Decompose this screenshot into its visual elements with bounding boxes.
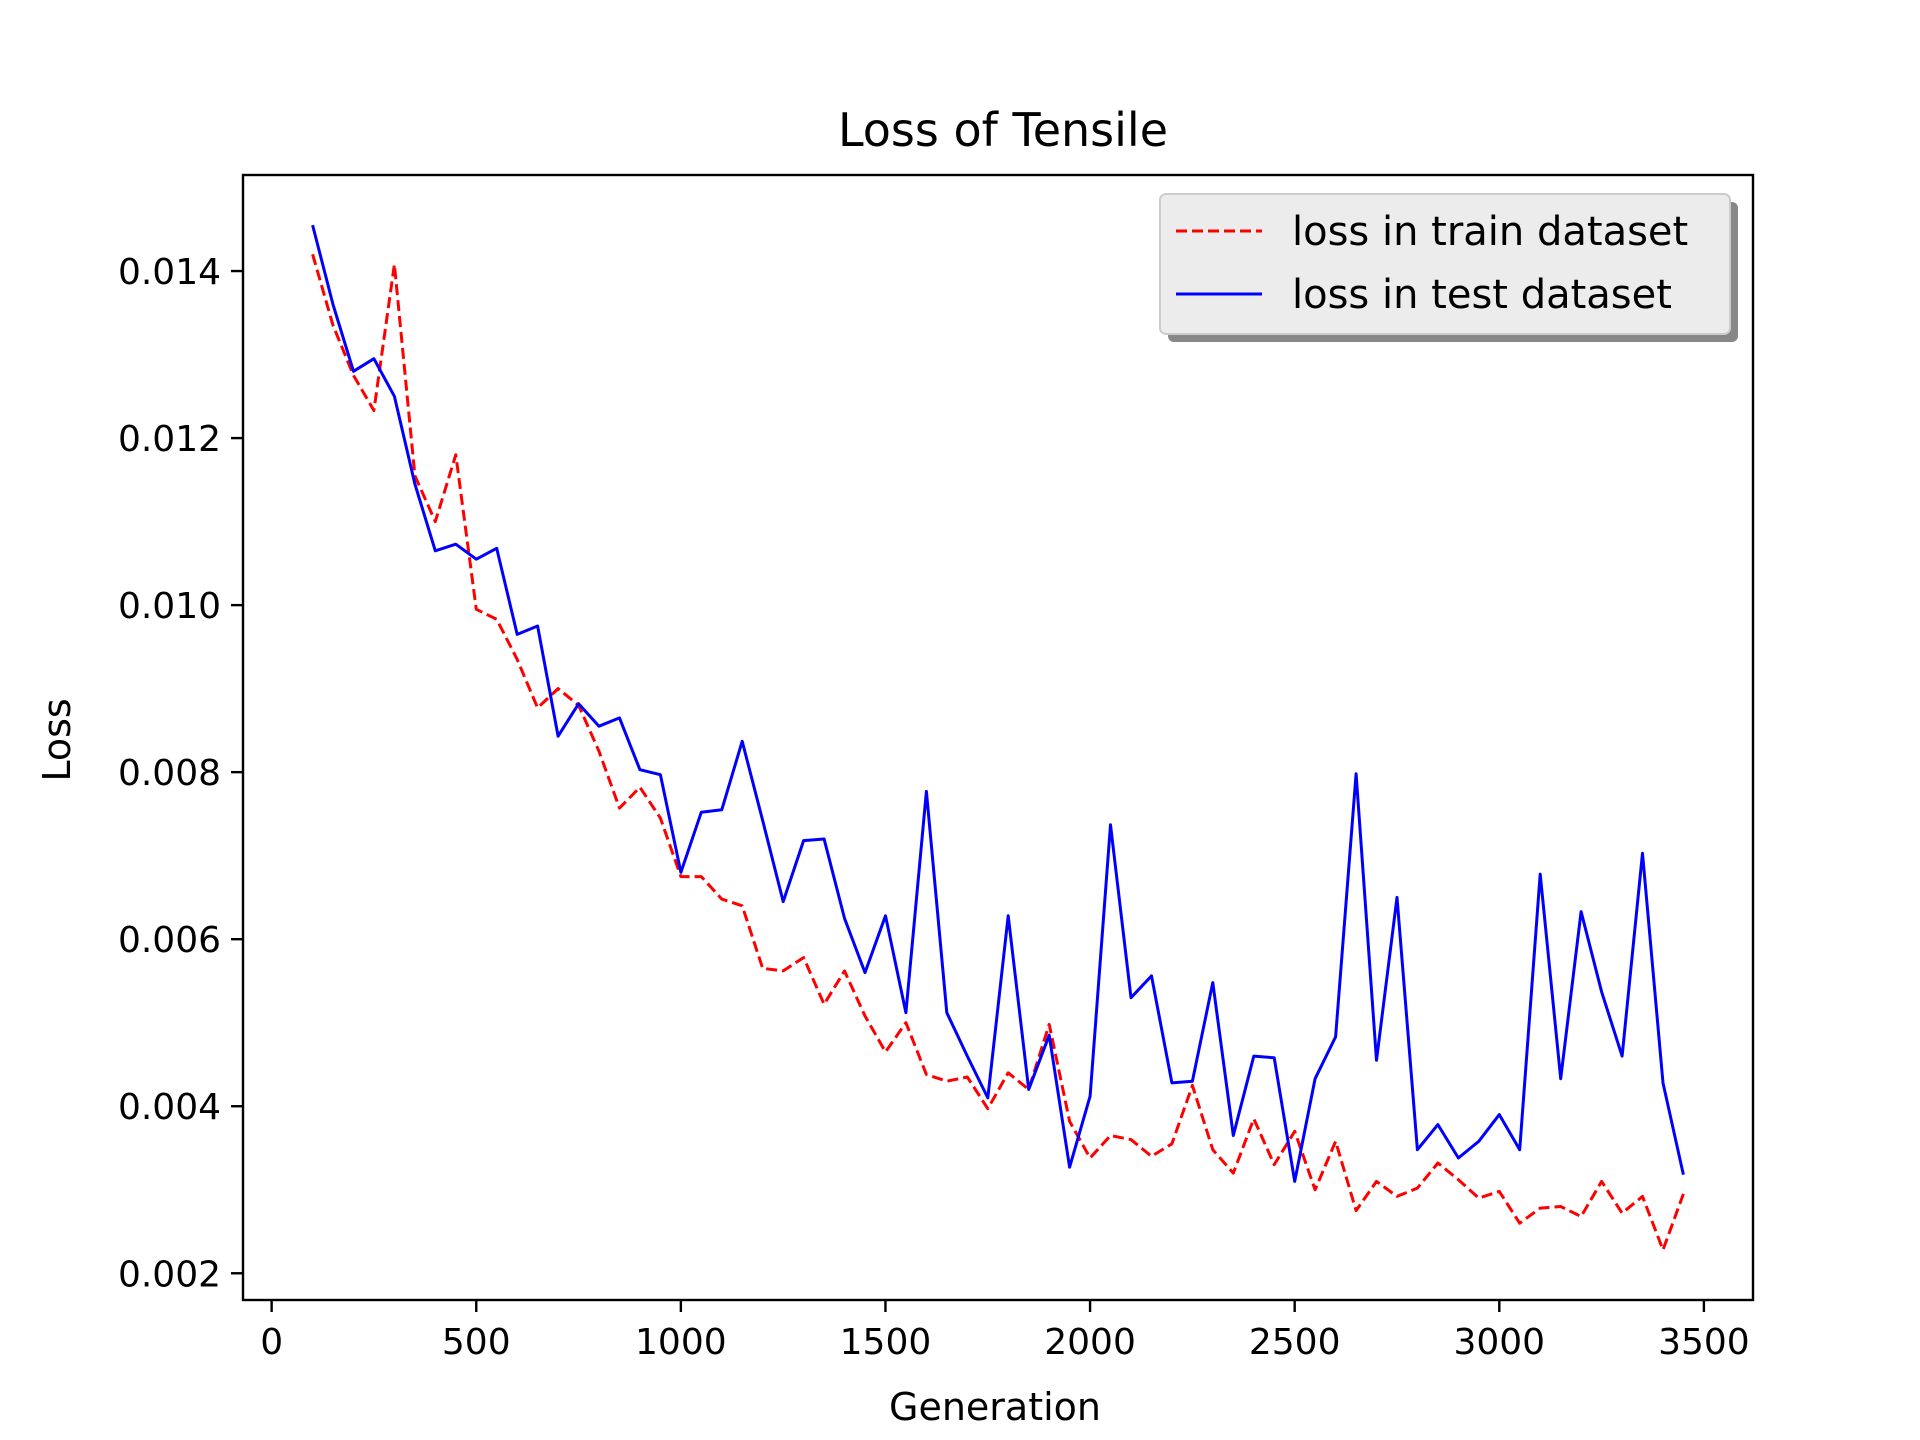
y-tick-label: 0.014 bbox=[118, 252, 221, 293]
x-tick-label: 2500 bbox=[1249, 1322, 1341, 1363]
chart-title: Loss of Tensile bbox=[838, 103, 1168, 157]
x-tick-label: 1500 bbox=[840, 1322, 932, 1363]
x-tick-label: 3500 bbox=[1658, 1322, 1750, 1363]
x-tick-label: 500 bbox=[442, 1322, 511, 1363]
plot-area-frame bbox=[241, 173, 1755, 1302]
legend-label-train: loss in train dataset bbox=[1292, 209, 1688, 255]
y-axis-ticks: 0.002 0.004 0.006 0.008 0.010 0.012 0.014 bbox=[118, 252, 243, 1295]
y-tick-label: 0.004 bbox=[118, 1087, 221, 1128]
y-tick-label: 0.008 bbox=[118, 753, 221, 794]
y-tick-label: 0.006 bbox=[118, 920, 221, 961]
series-line-train bbox=[311, 253, 1685, 1252]
series-layer bbox=[311, 224, 1685, 1252]
x-axis-label: Generation bbox=[889, 1385, 1101, 1429]
legend-box bbox=[1159, 193, 1731, 335]
x-axis-ticks: 0 500 1000 1500 2000 2500 3000 3500 bbox=[260, 1300, 1750, 1363]
y-tick-label: 0.012 bbox=[118, 419, 221, 460]
x-tick-label: 2000 bbox=[1044, 1322, 1136, 1363]
x-tick-label: 3000 bbox=[1453, 1322, 1545, 1363]
series-line-test bbox=[311, 224, 1685, 1183]
y-tick-label: 0.002 bbox=[118, 1254, 221, 1295]
x-tick-label: 0 bbox=[260, 1322, 283, 1363]
y-tick-label: 0.010 bbox=[118, 586, 221, 627]
legend: loss in train dataset loss in test datas… bbox=[1159, 193, 1738, 342]
y-axis-label: Loss bbox=[35, 698, 79, 781]
legend-label-test: loss in test dataset bbox=[1292, 272, 1672, 318]
x-tick-label: 1000 bbox=[635, 1322, 727, 1363]
